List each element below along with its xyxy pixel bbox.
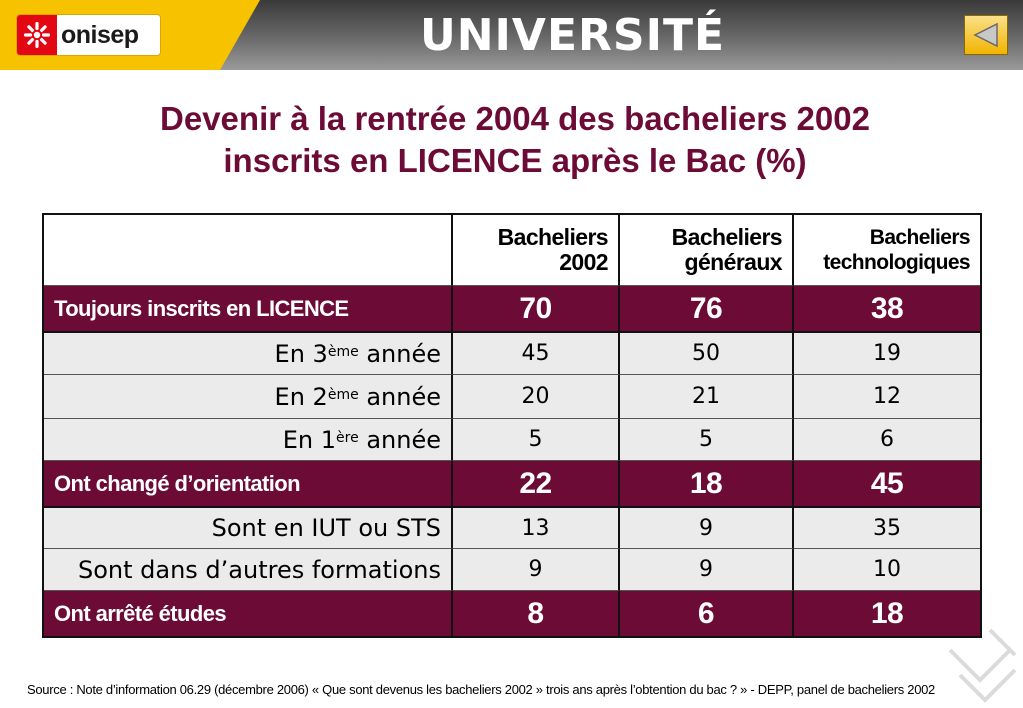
table-row: En 3 ème année 45 50 19 bbox=[44, 333, 980, 375]
cell-value: 8 bbox=[453, 591, 620, 636]
cell-value: 9 bbox=[453, 549, 620, 591]
col-header-bacheliers-technologiques: Bacheliers technologiques bbox=[794, 215, 980, 286]
slide-title-line2: inscrits en LICENCE après le Bac (%) bbox=[223, 142, 807, 179]
table-row-group: Ont arrêté études 8 6 18 bbox=[44, 591, 980, 636]
cell-value: 6 bbox=[620, 591, 794, 636]
cell-value: 6 bbox=[794, 419, 980, 461]
cell-value: 45 bbox=[453, 333, 620, 375]
cell-value: 12 bbox=[794, 375, 980, 419]
row-label: En 3 ème année bbox=[44, 333, 453, 375]
cell-value: 5 bbox=[620, 419, 794, 461]
row-label: En 2 ème année bbox=[44, 375, 453, 419]
cell-value: 35 bbox=[794, 508, 980, 549]
cell-value: 18 bbox=[620, 461, 794, 508]
logo-text: onisep bbox=[61, 20, 139, 49]
row-label: Sont en IUT ou STS bbox=[44, 508, 453, 549]
header-bar: onisep UNIVERSITÉ bbox=[0, 0, 1023, 70]
table-row-group: Toujours inscrits en LICENCE 70 76 38 bbox=[44, 286, 980, 333]
col-header-bacheliers-2002: Bacheliers 2002 bbox=[453, 215, 620, 286]
back-button[interactable] bbox=[964, 15, 1008, 55]
cell-value: 13 bbox=[453, 508, 620, 549]
table-header-row: Bacheliers 2002 Bacheliers généraux Bachel… bbox=[44, 215, 980, 286]
triangle-left-icon bbox=[973, 22, 998, 48]
cell-value: 76 bbox=[620, 286, 794, 333]
cell-value: 45 bbox=[794, 461, 980, 508]
cell-value: 70 bbox=[453, 286, 620, 333]
source-note: Source : Note d’information 06.29 (décem… bbox=[27, 682, 935, 697]
cell-value: 50 bbox=[620, 333, 794, 375]
row-label: Ont arrêté études bbox=[44, 591, 453, 636]
header-yellow-tip bbox=[220, 0, 260, 70]
table-row: Sont dans d’autres formations 9 9 10 bbox=[44, 549, 980, 591]
cell-value: 38 bbox=[794, 286, 980, 333]
cell-value: 5 bbox=[453, 419, 620, 461]
cell-value: 10 bbox=[794, 549, 980, 591]
slide-title: Devenir à la rentrée 2004 des bacheliers… bbox=[60, 98, 970, 182]
table-row: En 1 ère année 5 5 6 bbox=[44, 419, 980, 461]
table-row: En 2 ème année 20 21 12 bbox=[44, 375, 980, 419]
row-label: Sont dans d’autres formations bbox=[44, 549, 453, 591]
row-label: Toujours inscrits en LICENCE bbox=[44, 286, 453, 333]
row-label: En 1 ère année bbox=[44, 419, 453, 461]
cell-value: 19 bbox=[794, 333, 980, 375]
row-label: Ont changé d’orientation bbox=[44, 461, 453, 508]
onisep-logo: onisep bbox=[17, 15, 160, 55]
decorative-corner-graphic bbox=[948, 628, 1017, 703]
cell-value: 9 bbox=[620, 508, 794, 549]
header-title: UNIVERSITÉ bbox=[420, 10, 726, 61]
table-header-empty-cell bbox=[44, 215, 453, 286]
col-header-bacheliers-generaux: Bacheliers généraux bbox=[620, 215, 794, 286]
cell-value: 18 bbox=[794, 591, 980, 636]
data-table: Bacheliers 2002 Bacheliers généraux Bachel… bbox=[42, 213, 982, 638]
table-row: Sont en IUT ou STS 13 9 35 bbox=[44, 508, 980, 549]
table-row-group: Ont changé d’orientation 22 18 45 bbox=[44, 461, 980, 508]
cell-value: 9 bbox=[620, 549, 794, 591]
slide-title-line1: Devenir à la rentrée 2004 des bacheliers… bbox=[160, 100, 870, 137]
cell-value: 20 bbox=[453, 375, 620, 419]
cell-value: 21 bbox=[620, 375, 794, 419]
cell-value: 22 bbox=[453, 461, 620, 508]
onisep-logo-mark-icon bbox=[17, 15, 57, 55]
